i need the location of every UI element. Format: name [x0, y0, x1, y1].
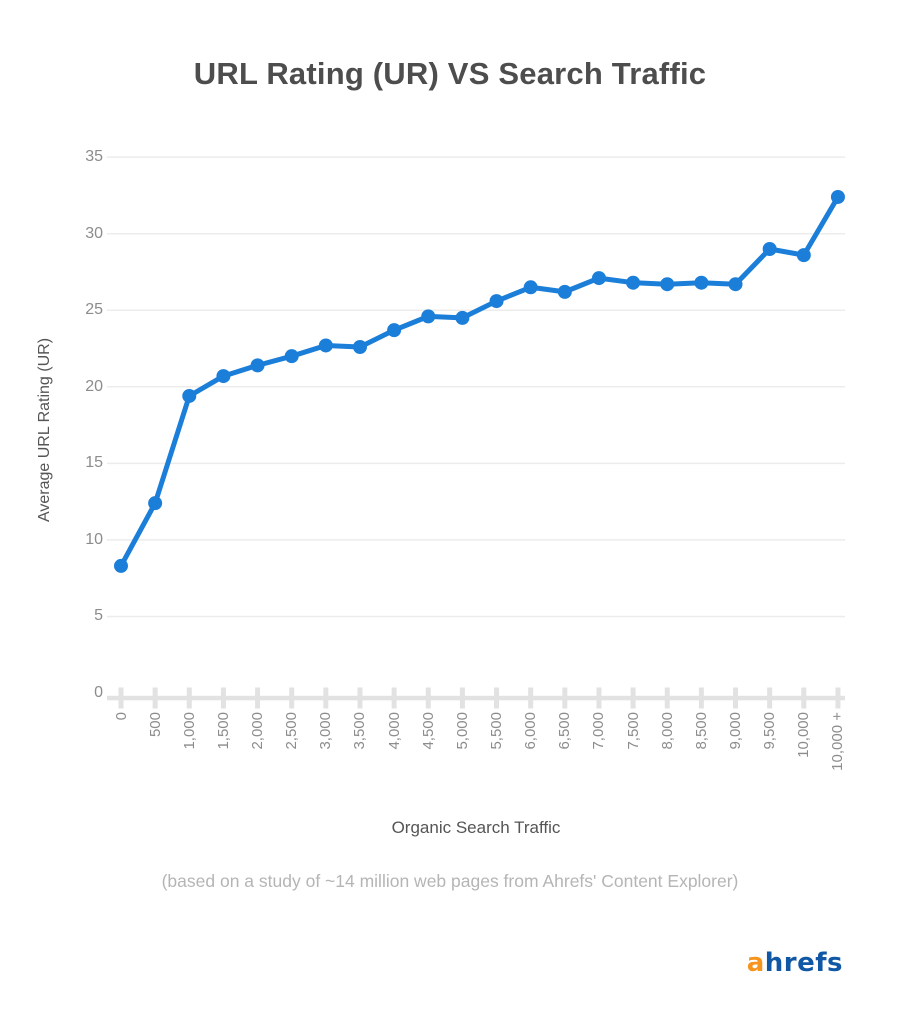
- y-tick-label: 20: [85, 377, 103, 395]
- x-tick-label: 6,500: [556, 712, 574, 750]
- x-tick-label: 1,500: [214, 712, 232, 750]
- x-axis-tick-mark: [562, 687, 568, 709]
- x-tick-label: 4,500: [419, 712, 437, 750]
- data-point: [216, 369, 231, 384]
- data-point: [352, 339, 367, 354]
- x-axis-tick-mark: [528, 687, 534, 709]
- x-tick-label: 1,000: [180, 712, 198, 750]
- x-axis-tick-mark: [664, 687, 670, 709]
- x-axis-title: Organic Search Traffic: [391, 818, 561, 837]
- data-point: [694, 275, 709, 290]
- x-tick-label: 2,500: [283, 712, 301, 750]
- x-axis-tick-mark: [220, 687, 226, 709]
- ahrefs-logo-a: a: [746, 948, 765, 978]
- x-tick-label: 3,000: [317, 712, 335, 750]
- x-axis-tick-mark: [835, 687, 841, 709]
- y-tick-label: 10: [85, 530, 103, 548]
- x-axis-tick-mark: [733, 687, 739, 709]
- x-tick-label: 4,000: [385, 712, 403, 750]
- x-tick-label: 3,500: [351, 712, 369, 750]
- x-axis-tick-mark: [596, 687, 602, 709]
- x-axis-tick-mark: [494, 687, 500, 709]
- chart-title: URL Rating (UR) VS Search Traffic: [193, 56, 707, 91]
- x-axis-tick-mark: [630, 687, 636, 709]
- y-tick-label: 15: [85, 454, 103, 472]
- x-axis-tick-mark: [152, 687, 158, 709]
- x-tick-label: 9,500: [761, 712, 779, 750]
- y-tick-label: 30: [85, 224, 103, 242]
- x-tick-label: 500: [146, 712, 164, 738]
- data-point: [728, 277, 743, 292]
- data-point: [318, 338, 333, 353]
- y-tick-label: 0: [94, 684, 103, 701]
- x-tick-label: 2,000: [249, 712, 267, 750]
- x-axis-tick-mark: [459, 687, 465, 709]
- data-point: [114, 558, 128, 573]
- data-point: [523, 280, 538, 295]
- x-tick-label: 10,000 +: [829, 712, 847, 771]
- x-tick-label: 8,500: [692, 712, 710, 750]
- data-point: [387, 323, 402, 338]
- x-tick-label: 8,000: [658, 712, 676, 750]
- x-tick-label: 9,000: [727, 712, 745, 750]
- x-axis-tick-mark: [118, 687, 124, 709]
- x-axis-tick-mark: [425, 687, 431, 709]
- ahrefs-logo: ahrefs: [747, 948, 843, 978]
- x-axis-tick-mark: [186, 687, 192, 709]
- data-point: [626, 275, 641, 290]
- data-point: [762, 242, 777, 257]
- data-point: [796, 248, 811, 263]
- x-tick-label: 6,000: [522, 712, 540, 750]
- x-axis-tick-mark: [391, 687, 397, 709]
- x-axis-tick-mark: [801, 687, 807, 709]
- data-point: [557, 284, 572, 299]
- y-tick-label: 5: [94, 607, 103, 625]
- data-point: [660, 277, 675, 292]
- data-point: [421, 309, 436, 324]
- data-line: [118, 194, 841, 569]
- data-point: [250, 358, 265, 373]
- x-axis-tick-mark: [323, 687, 329, 709]
- data-point: [148, 496, 163, 511]
- x-axis-tick-mark: [767, 687, 773, 709]
- x-axis-tick-mark: [357, 687, 363, 709]
- x-axis-tick-mark: [698, 687, 704, 709]
- data-point: [591, 271, 606, 286]
- ahrefs-logo-hrefs: hrefs: [764, 948, 843, 978]
- chart-subtitle: (based on a study of ~14 million web pag…: [161, 871, 739, 891]
- x-tick-label: 5,000: [453, 712, 471, 750]
- x-tick-label: 7,500: [624, 712, 642, 750]
- x-tick-label: 0: [112, 712, 130, 721]
- x-tick-label: 10,000: [795, 712, 813, 758]
- data-point: [830, 189, 845, 204]
- data-point: [489, 294, 504, 309]
- x-tick-label: 7,000: [590, 712, 608, 750]
- x-axis-line: [107, 695, 845, 701]
- x-axis-tick-mark: [289, 687, 295, 709]
- data-point: [182, 388, 197, 403]
- y-tick-label: 35: [85, 148, 103, 166]
- x-tick-label: 5,500: [488, 712, 506, 750]
- data-point: [455, 310, 470, 325]
- y-tick-label: 25: [85, 301, 103, 319]
- x-axis-tick-mark: [255, 687, 261, 709]
- data-point: [284, 349, 299, 364]
